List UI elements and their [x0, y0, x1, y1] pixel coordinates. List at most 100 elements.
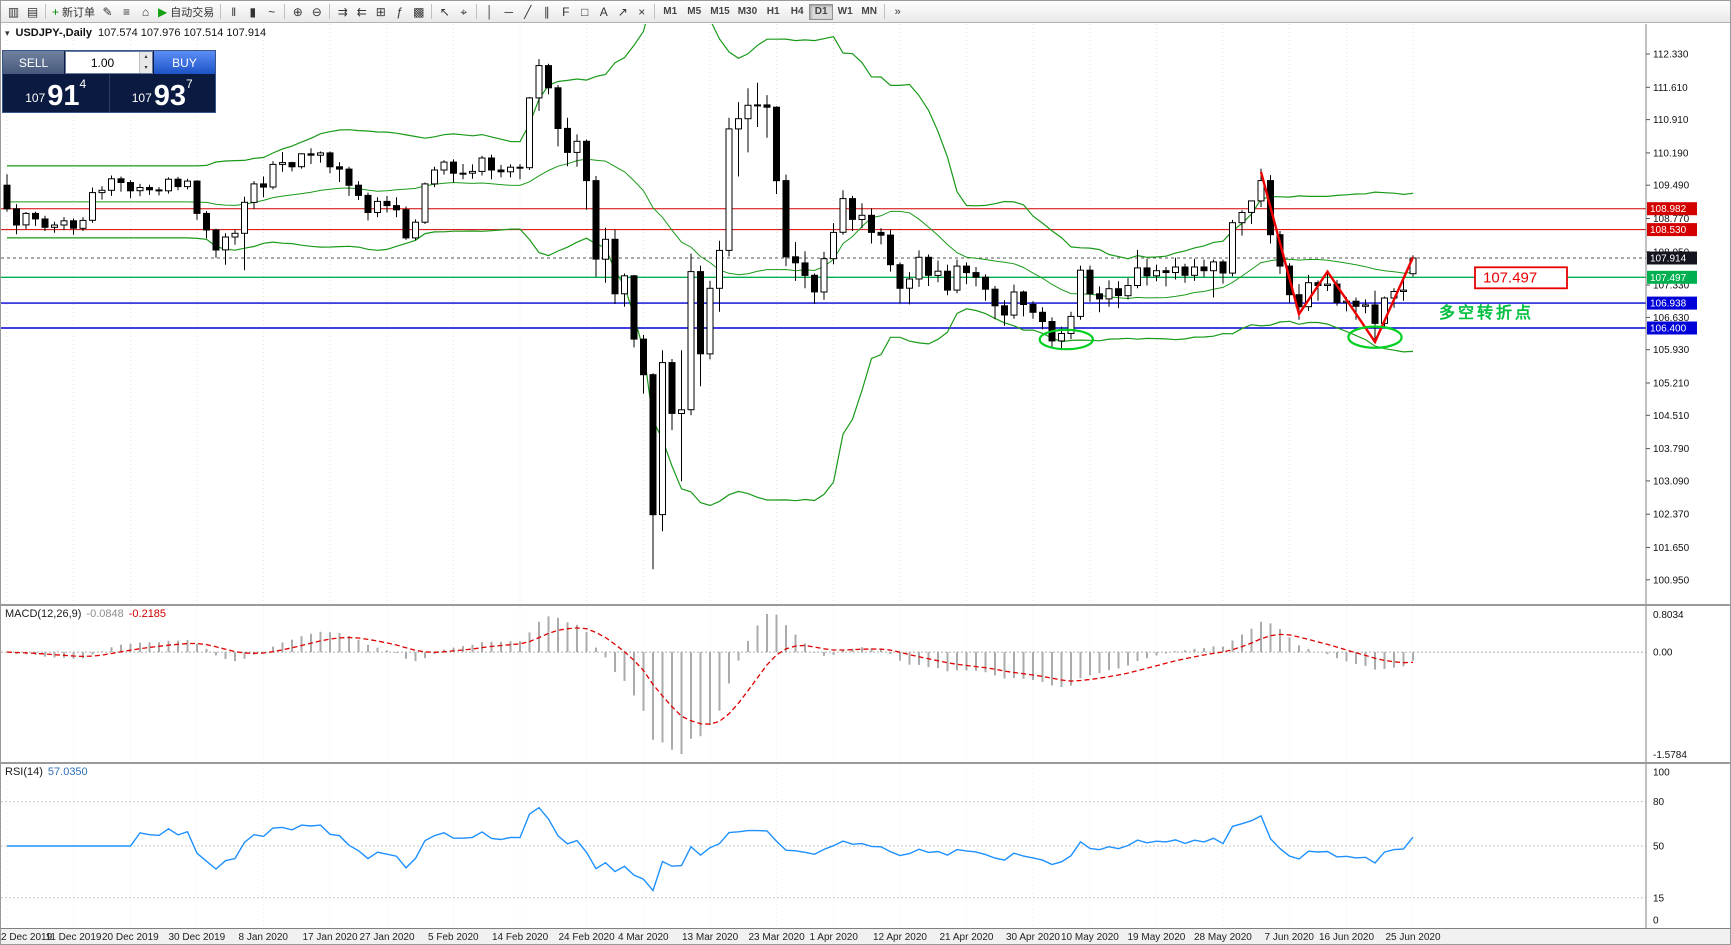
rsi-scale-label: 100 [1653, 767, 1670, 778]
date-axis[interactable]: 2 Dec 2019 11 Dec 2019 20 Dec 2019 30 Dec 2… [1, 927, 1730, 944]
new-order-label: 新订单 [62, 6, 96, 19]
new-chart-button[interactable]: ▥ [4, 3, 23, 21]
cursor-button[interactable]: ↖ [435, 3, 454, 21]
timeframe-mn-button[interactable]: MN [861, 6, 877, 17]
auto-scroll-button[interactable]: ⇉ [333, 3, 352, 21]
timeframe-w1-button[interactable]: W1 [837, 6, 853, 17]
rsi-svg[interactable]: 100 80 50 15 0 [1, 763, 1731, 928]
crosshair-icon: ⌖ [460, 4, 468, 19]
candle [79, 219, 87, 229]
candle [1001, 305, 1008, 316]
candle [583, 140, 590, 182]
price-badge [1647, 270, 1697, 284]
metaeditor-icon: ✎ [102, 4, 113, 19]
volume-down-icon[interactable]: ▾ [140, 62, 152, 73]
candle [260, 183, 267, 188]
timeframe-m15-button[interactable]: M15 [710, 6, 730, 17]
buy-price-big: 93 [153, 80, 187, 113]
autotrading-icon: ▶ [158, 4, 168, 19]
timeframe-m30-button[interactable]: M30 [737, 6, 758, 17]
candle [459, 172, 467, 175]
price-tick-label: 108.770 [1653, 214, 1690, 225]
svg-text:106.938: 106.938 [1650, 299, 1687, 310]
candle [716, 249, 723, 289]
candle [89, 192, 96, 221]
timeframe-m5-button[interactable]: M5 [687, 6, 702, 17]
candle [953, 265, 961, 291]
candle [32, 212, 39, 220]
buy-price[interactable]: 107 93 7 [110, 74, 216, 112]
horizontal-line-button[interactable]: ─ [499, 3, 518, 21]
candle [602, 238, 609, 260]
candle [887, 234, 894, 266]
candle [640, 338, 647, 376]
new-order-button[interactable]: + 新订单 [49, 3, 98, 21]
line-chart-button[interactable]: ~ [262, 3, 281, 21]
buy-button[interactable]: BUY [153, 51, 215, 74]
candle [1181, 266, 1189, 276]
candle [136, 187, 144, 192]
price-tick-label: 109.490 [1653, 181, 1690, 192]
candle [421, 183, 429, 223]
autotrading-button[interactable]: ▶ 自动交易 [155, 3, 217, 21]
candle [298, 153, 305, 168]
one-click-collapse-icon[interactable]: ▾ [5, 27, 10, 38]
candle [412, 221, 419, 239]
arrow-tool-button[interactable]: ↗ [613, 3, 632, 21]
candle [763, 104, 771, 108]
bar-chart-icon: ‖ [231, 4, 237, 19]
candle [526, 97, 533, 169]
candle [801, 262, 809, 276]
macd-svg[interactable]: 0.8034 0.00 -1.5784 [1, 605, 1731, 762]
delete-object-icon: × [638, 4, 646, 19]
timeframe-h1-button[interactable]: H1 [766, 6, 780, 17]
timeframe-h4-button[interactable]: H4 [790, 6, 804, 17]
date-label: 24 Feb 2020 [558, 931, 615, 943]
bar-chart-button[interactable]: ‖ [224, 3, 243, 21]
zoom-in-button[interactable]: ⊕ [288, 3, 307, 21]
candle [934, 270, 942, 276]
vertical-line-button[interactable]: │ [480, 3, 499, 21]
text-label-button[interactable]: A [594, 3, 613, 21]
zoom-out-button[interactable]: ⊖ [307, 3, 326, 21]
sell-price[interactable]: 107 91 4 [3, 74, 110, 112]
fibonacci-button[interactable]: F [556, 3, 575, 21]
macd-panel: 0.8034 0.00 -1.5784 MACD(12,26,9) -0.0848 -0… [1, 605, 1731, 762]
date-label: 27 Jan 2020 [359, 931, 415, 943]
price-badge [1647, 223, 1697, 237]
candle [697, 271, 704, 355]
navigator-button[interactable]: ⌂ [136, 3, 155, 21]
price-callout: 107.497 [1474, 266, 1568, 290]
rsi-scale-label: 15 [1653, 893, 1665, 904]
sell-button[interactable]: SELL [3, 51, 65, 74]
panel-separator[interactable] [1, 604, 1730, 606]
trendline-button[interactable]: ╱ [518, 3, 537, 21]
timeframe-d1-button[interactable]: D1 [809, 3, 834, 20]
channel-icon: ∥ [543, 4, 550, 19]
market-watch-button[interactable]: ≡ [117, 3, 136, 21]
volume-up-icon[interactable]: ▴ [140, 52, 152, 63]
delete-object-button[interactable]: × [632, 3, 651, 21]
timeframe-m1-button[interactable]: M1 [663, 6, 678, 17]
channel-button[interactable]: ∥ [537, 3, 556, 21]
chart-shift-button[interactable]: ⇇ [352, 3, 371, 21]
candle [355, 184, 362, 196]
metaeditor-button[interactable]: ✎ [98, 3, 117, 21]
volume-input[interactable] [66, 52, 139, 73]
toolbar-overflow-button[interactable]: » [894, 5, 901, 18]
grid-button[interactable]: ⊞ [371, 3, 390, 21]
main-chart-svg[interactable]: 多空转折点 112.330 111.610 110.910 110.190 109.490… [1, 24, 1731, 604]
indicators-button[interactable]: ƒ [390, 3, 409, 21]
templates-button[interactable]: ▩ [409, 3, 428, 21]
price-scale [1646, 24, 1730, 604]
candle [516, 166, 524, 169]
candle [630, 275, 638, 340]
shapes-button[interactable]: □ [575, 3, 594, 21]
candle [868, 214, 875, 233]
candle [250, 183, 258, 203]
candlestick-chart-button[interactable]: ▮ [243, 3, 262, 21]
crosshair-button[interactable]: ⌖ [454, 3, 473, 21]
profiles-button[interactable]: ▤ [23, 3, 42, 21]
price-tick-label: 112.330 [1653, 50, 1689, 61]
panel-separator[interactable] [1, 761, 1730, 764]
